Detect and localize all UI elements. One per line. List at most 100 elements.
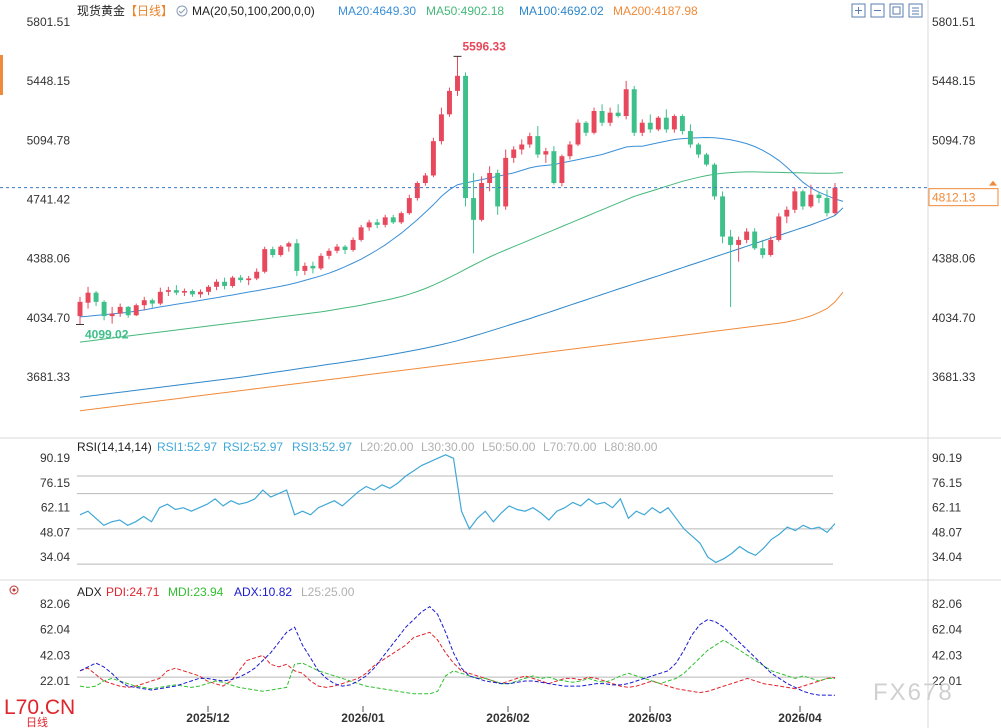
candle[interactable] — [342, 244, 348, 255]
indicator-settings-icon[interactable] — [176, 5, 188, 17]
candle[interactable] — [157, 287, 163, 306]
candle[interactable] — [398, 211, 404, 225]
candle[interactable] — [310, 261, 316, 274]
candle[interactable] — [599, 104, 605, 127]
candle[interactable] — [133, 303, 139, 317]
candle[interactable] — [326, 248, 332, 260]
candle[interactable] — [149, 298, 155, 308]
candle[interactable] — [591, 107, 597, 135]
candle[interactable] — [776, 213, 782, 242]
candle[interactable] — [695, 142, 701, 158]
candle[interactable] — [575, 119, 581, 147]
candle[interactable] — [639, 119, 645, 137]
candle[interactable] — [615, 104, 621, 118]
candle[interactable] — [768, 236, 774, 257]
adx-settings-icon[interactable] — [9, 585, 19, 595]
candle[interactable] — [214, 279, 220, 291]
candle[interactable] — [816, 191, 822, 204]
candle[interactable] — [519, 139, 525, 155]
candle[interactable] — [117, 303, 123, 317]
candle[interactable] — [479, 176, 485, 222]
candle[interactable] — [334, 244, 340, 254]
adx-panel[interactable]: 22.01 22.01 42.03 42.03 62.04 62.04 82.06 82.06… — [9, 585, 962, 696]
candle[interactable] — [535, 126, 541, 158]
candle[interactable] — [422, 172, 428, 186]
candle[interactable] — [109, 306, 115, 324]
candle[interactable] — [406, 194, 412, 215]
candle[interactable] — [181, 288, 187, 297]
candle[interactable] — [487, 166, 493, 192]
candle[interactable] — [278, 244, 284, 257]
candle[interactable] — [173, 285, 179, 296]
candle[interactable] — [551, 146, 557, 185]
candle[interactable] — [623, 80, 629, 120]
candle[interactable] — [471, 172, 477, 254]
candle[interactable] — [832, 182, 838, 215]
candle[interactable] — [543, 147, 549, 163]
candle[interactable] — [246, 275, 252, 286]
candle[interactable] — [800, 189, 806, 210]
candle[interactable] — [382, 214, 388, 228]
candle[interactable] — [206, 285, 211, 296]
candle[interactable] — [238, 275, 244, 283]
candle[interactable] — [784, 206, 790, 224]
candle[interactable] — [583, 121, 589, 137]
candle[interactable] — [567, 141, 573, 160]
fullscreen-icon[interactable] — [889, 3, 904, 18]
candle[interactable] — [222, 277, 228, 290]
candle[interactable] — [463, 72, 468, 207]
candle[interactable] — [792, 188, 798, 214]
chart-toolbar[interactable] — [851, 3, 923, 18]
candlestick-series[interactable] — [77, 56, 838, 325]
candle[interactable] — [438, 107, 444, 145]
candle[interactable] — [744, 228, 750, 244]
candle[interactable] — [430, 137, 436, 178]
settings-icon[interactable] — [908, 3, 923, 18]
candle[interactable] — [503, 149, 509, 210]
candle[interactable] — [455, 56, 460, 96]
candle[interactable] — [286, 241, 292, 252]
candle[interactable] — [671, 114, 677, 133]
candle[interactable] — [374, 218, 380, 229]
candle[interactable] — [414, 181, 420, 201]
zoom-out-icon[interactable] — [870, 3, 885, 18]
candle[interactable] — [125, 306, 131, 318]
candle[interactable] — [824, 189, 830, 217]
candle[interactable] — [736, 236, 742, 262]
candle[interactable] — [687, 124, 693, 148]
rsi-panel[interactable]: 34.04 34.04 48.07 48.07 62.11 62.11 76.15 76.15… — [0, 440, 1001, 581]
candle[interactable] — [655, 116, 661, 132]
candle[interactable] — [728, 229, 734, 308]
candle[interactable] — [366, 219, 372, 231]
candle[interactable] — [141, 296, 147, 311]
candle[interactable] — [720, 191, 726, 244]
candle[interactable] — [760, 239, 766, 259]
candle[interactable] — [712, 162, 717, 200]
candle[interactable] — [189, 289, 195, 297]
candle[interactable] — [527, 132, 533, 148]
candle[interactable] — [85, 286, 91, 309]
candle[interactable] — [808, 184, 814, 209]
candle[interactable] — [77, 296, 83, 325]
candle[interactable] — [101, 300, 107, 321]
candle[interactable] — [704, 152, 709, 167]
candle[interactable] — [230, 275, 236, 288]
zoom-in-icon[interactable] — [851, 3, 866, 18]
candle[interactable] — [752, 228, 758, 250]
candle[interactable] — [302, 262, 308, 276]
candle[interactable] — [631, 85, 637, 137]
candle[interactable] — [447, 87, 452, 117]
candle[interactable] — [390, 214, 396, 225]
candle[interactable] — [607, 107, 613, 127]
candle[interactable] — [93, 290, 99, 307]
candle[interactable] — [559, 154, 565, 187]
candle[interactable] — [495, 169, 501, 215]
candle[interactable] — [198, 289, 203, 298]
candle[interactable] — [270, 246, 276, 258]
candle[interactable] — [511, 146, 517, 163]
candle[interactable] — [350, 237, 356, 252]
candle[interactable] — [679, 114, 685, 135]
candle[interactable] — [294, 239, 300, 276]
